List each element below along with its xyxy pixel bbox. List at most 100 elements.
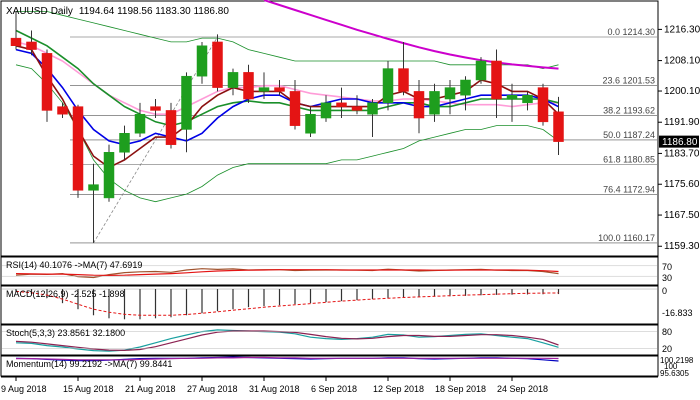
x-tick-label: 9 Aug 2018 xyxy=(1,384,47,394)
macd-header: MACD(12,26,9) -2.525 -1.898 xyxy=(6,289,125,299)
bullish-candle xyxy=(196,45,208,77)
bearish-candle xyxy=(72,106,84,191)
bearish-candle xyxy=(491,60,502,100)
bearish-candle xyxy=(553,111,564,142)
x-tick-label: 15 Aug 2018 xyxy=(63,384,114,394)
momentum-axis-upper: 100.2198 xyxy=(660,356,694,365)
rsi-lines xyxy=(2,265,657,279)
fib-level-label: 61.8 1180.85 xyxy=(603,154,655,164)
price-tick-label: 1191.90 xyxy=(664,117,700,128)
bullish-candle xyxy=(103,152,115,199)
momentum-axis-lower: 95.6305 xyxy=(660,369,689,378)
macd-signal-line xyxy=(15,290,559,316)
bearish-candle xyxy=(398,68,409,92)
price-panel: 0.0 1214.30 23.6 1201.53 38.2 1193.62 50.0 … xyxy=(0,0,700,257)
x-tick-label: 24 Sep 2018 xyxy=(497,384,548,394)
x-tick-label: 21 Aug 2018 xyxy=(125,384,176,394)
bullish-candle xyxy=(367,102,378,115)
macd-axis-min: -16.833 xyxy=(662,308,693,318)
last-price-label: 1186.80 xyxy=(662,137,698,148)
fib-level-label: 76.4 1172.94 xyxy=(603,184,655,194)
x-tick-label: 6 Sep 2018 xyxy=(311,384,357,394)
bullish-candle xyxy=(429,91,440,115)
stochastic-panel-frame xyxy=(0,324,659,356)
last-price-tag xyxy=(659,135,699,148)
moving-average-line xyxy=(263,0,559,70)
bullish-candle xyxy=(522,94,533,104)
bearish-candle xyxy=(413,91,425,119)
stochastic-series-line xyxy=(15,329,559,352)
momentum-panel: Momentum(14) 99.2192 ->MA(7) 99.8441 100… xyxy=(0,355,694,378)
bearish-candle xyxy=(150,106,161,111)
momentum-lines xyxy=(15,356,559,362)
bullish-candle xyxy=(227,72,239,88)
macd-axis-zero: 0 xyxy=(662,286,667,296)
rsi-series-line xyxy=(15,269,559,277)
bullish-candle xyxy=(181,75,192,130)
bullish-candle xyxy=(119,133,130,153)
price-tick-label: 1175.60 xyxy=(664,179,700,190)
bearish-candle xyxy=(351,106,363,111)
bearish-candle xyxy=(10,37,22,47)
stochastic-lines xyxy=(2,329,657,352)
bollinger-upper-band xyxy=(16,11,559,70)
chart-symbol: XAUUSD xyxy=(6,6,48,17)
fib-level-label: 0.0 1214.30 xyxy=(607,27,655,37)
bullish-candle xyxy=(88,184,99,191)
bullish-candle xyxy=(444,87,456,100)
bearish-candle xyxy=(57,106,68,115)
price-panel-frame xyxy=(0,0,659,257)
price-tick-label: 1183.70 xyxy=(664,148,700,159)
price-tick-label: 1167.50 xyxy=(664,210,700,221)
bullish-candle xyxy=(305,113,316,134)
stochastic-panel: Stoch(5,3,3) 23.8561 32.1800 80 20 xyxy=(0,324,672,356)
bearish-candle xyxy=(243,72,254,100)
momentum-axis-mid: 100 xyxy=(664,362,678,371)
bearish-candle xyxy=(336,102,347,107)
macd-panel-frame xyxy=(0,285,659,325)
momentum-series-line xyxy=(16,356,559,361)
bullish-candle xyxy=(475,60,487,81)
bearish-candle xyxy=(537,87,549,123)
x-tick-label: 18 Sep 2018 xyxy=(435,384,486,394)
ohlc-readout: 1194.64 1198.56 1183.30 1186.80 xyxy=(79,6,229,17)
rsi-panel-frame xyxy=(0,256,659,286)
rsi-header: RSI(14) 40.1076 ->MA(7) 47.6919 xyxy=(6,260,142,270)
stochastic-axis-upper: 80 xyxy=(662,327,672,337)
chart-title: XAUUSD Daily 1194.64 1198.56 1183.30 1186.… xyxy=(6,6,229,17)
chart-timeframe: Daily xyxy=(51,6,73,17)
bullish-candle xyxy=(382,68,394,104)
x-axis: 9 Aug 2018 15 Aug 2018 21 Aug 2018 27 Aug 2… xyxy=(1,376,658,394)
moving-averages xyxy=(15,0,560,169)
bearish-candle xyxy=(41,53,53,111)
fib-level-label: 50.0 1187.24 xyxy=(603,130,655,140)
price-tick-label: 1216.30 xyxy=(664,24,700,35)
price-tick-label: 1200.10 xyxy=(664,86,700,97)
fib-level-label: 100.0 1160.17 xyxy=(598,233,655,243)
macd-panel: MACD(12,26,9) -2.525 -1.898 0 -16.833 xyxy=(0,285,693,325)
bullish-candle xyxy=(320,102,332,119)
bearish-candle xyxy=(274,87,285,92)
price-tick-label: 1159.30 xyxy=(664,241,700,252)
bullish-candle xyxy=(134,113,146,134)
moving-average-line xyxy=(15,29,559,127)
bearish-candle xyxy=(289,91,301,126)
price-tick-label: 1208.10 xyxy=(664,56,700,67)
price-y-axis: 1159.30 1167.50 1175.60 1183.70 1191.90 1200.… xyxy=(658,24,700,252)
bullish-candle xyxy=(460,79,471,96)
stochastic-axis-lower: 20 xyxy=(662,344,672,354)
macd-histogram xyxy=(2,288,657,320)
momentum-header: Momentum(14) 99.2192 ->MA(7) 99.8441 xyxy=(6,359,172,369)
moving-average-line xyxy=(15,48,559,146)
candles xyxy=(10,11,564,243)
bullish-candle xyxy=(506,94,518,100)
rsi-axis-upper: 70 xyxy=(662,262,672,272)
momentum-panel-frame xyxy=(0,355,659,377)
rsi-panel: RSI(14) 40.1076 ->MA(7) 47.6919 70 30 xyxy=(0,256,672,286)
bearish-candle xyxy=(165,110,177,145)
x-tick-label: 12 Sep 2018 xyxy=(373,384,424,394)
bullish-candle xyxy=(258,87,270,92)
stochastic-series-line xyxy=(15,330,559,352)
